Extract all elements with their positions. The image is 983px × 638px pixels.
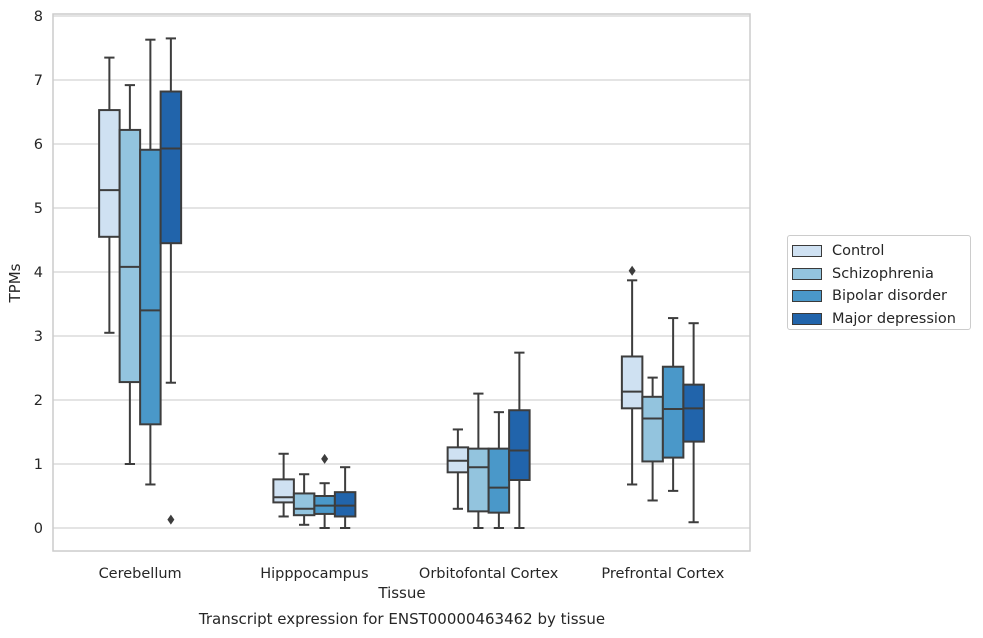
- box-bipolar-disorder: [139, 38, 162, 486]
- y-tick-labels: 0 1 2 3 4 5 6 7 8: [34, 9, 43, 537]
- y-tick-label: 7: [34, 73, 43, 89]
- legend-label: Control: [832, 243, 885, 260]
- box-schizophrenia: [292, 473, 316, 526]
- box-major-depression: [508, 351, 531, 529]
- box-schizophrenia: [467, 392, 490, 529]
- box-control: [446, 428, 470, 510]
- y-tick-label: 3: [34, 329, 43, 345]
- legend-item: Control: [792, 240, 970, 263]
- box-schizophrenia: [118, 84, 142, 465]
- outlier-point: [167, 514, 175, 525]
- iqr-box: [292, 492, 316, 517]
- box-schizophrenia: [641, 376, 664, 502]
- iqr-box: [487, 447, 511, 514]
- iqr-box: [333, 491, 357, 518]
- y-tick-label: 4: [34, 265, 43, 281]
- legend-item: Major depression: [792, 308, 970, 331]
- legend-swatch: [792, 312, 822, 325]
- x-tick-label: Orbitofontal Cortex: [419, 566, 559, 582]
- box-major-depression: [159, 37, 183, 525]
- legend: Control Schizophrenia Bipolar disorder Majo…: [787, 235, 971, 330]
- box-control: [98, 56, 121, 334]
- iqr-box: [661, 365, 685, 459]
- outlier-point: [321, 453, 329, 464]
- x-tick-label: Cerebellum: [99, 566, 182, 582]
- plot-frame: [52, 13, 751, 552]
- boxes: [98, 37, 705, 529]
- iqr-box: [159, 90, 183, 245]
- iqr-box: [508, 409, 531, 481]
- legend-swatch: [792, 290, 822, 303]
- legend-swatch: [792, 245, 822, 258]
- iqr-box: [272, 478, 295, 504]
- iqr-box: [139, 148, 162, 426]
- y-axis-label: TPMs: [6, 263, 24, 303]
- box-bipolar-disorder: [661, 317, 685, 492]
- y-tick-label: 5: [34, 201, 43, 217]
- legend-swatch: [792, 267, 822, 280]
- box-control: [272, 452, 295, 518]
- iqr-box: [682, 383, 705, 443]
- chart-caption: Transcript expression for ENST0000046346…: [198, 610, 606, 628]
- legend-item: Bipolar disorder: [792, 285, 970, 308]
- box-bipolar-disorder: [313, 453, 336, 529]
- box-bipolar-disorder: [487, 411, 511, 529]
- outlier-point: [628, 265, 636, 276]
- iqr-box: [620, 355, 644, 410]
- iqr-box: [467, 447, 490, 513]
- box-major-depression: [682, 322, 705, 524]
- y-tick-label: 2: [34, 393, 43, 409]
- legend-label: Major depression: [832, 310, 956, 327]
- y-tick-label: 0: [34, 521, 43, 537]
- x-tick-label: Hipppocampus: [260, 566, 368, 582]
- legend-label: Schizophrenia: [832, 265, 934, 282]
- box-major-depression: [333, 466, 357, 529]
- iqr-box: [641, 395, 664, 463]
- legend-label: Bipolar disorder: [832, 288, 947, 305]
- x-tick-labels: Cerebellum Hipppocampus Orbitofontal Corte…: [99, 566, 725, 582]
- legend-item: Schizophrenia: [792, 263, 970, 286]
- box-control: [620, 265, 644, 486]
- x-tick-label: Prefrontal Cortex: [601, 566, 724, 582]
- y-tick-label: 8: [34, 9, 43, 25]
- iqr-box: [98, 109, 121, 238]
- y-tick-label: 6: [34, 137, 43, 153]
- iqr-box: [118, 128, 142, 384]
- x-axis-label: Tissue: [377, 584, 425, 602]
- y-tick-label: 1: [34, 457, 43, 473]
